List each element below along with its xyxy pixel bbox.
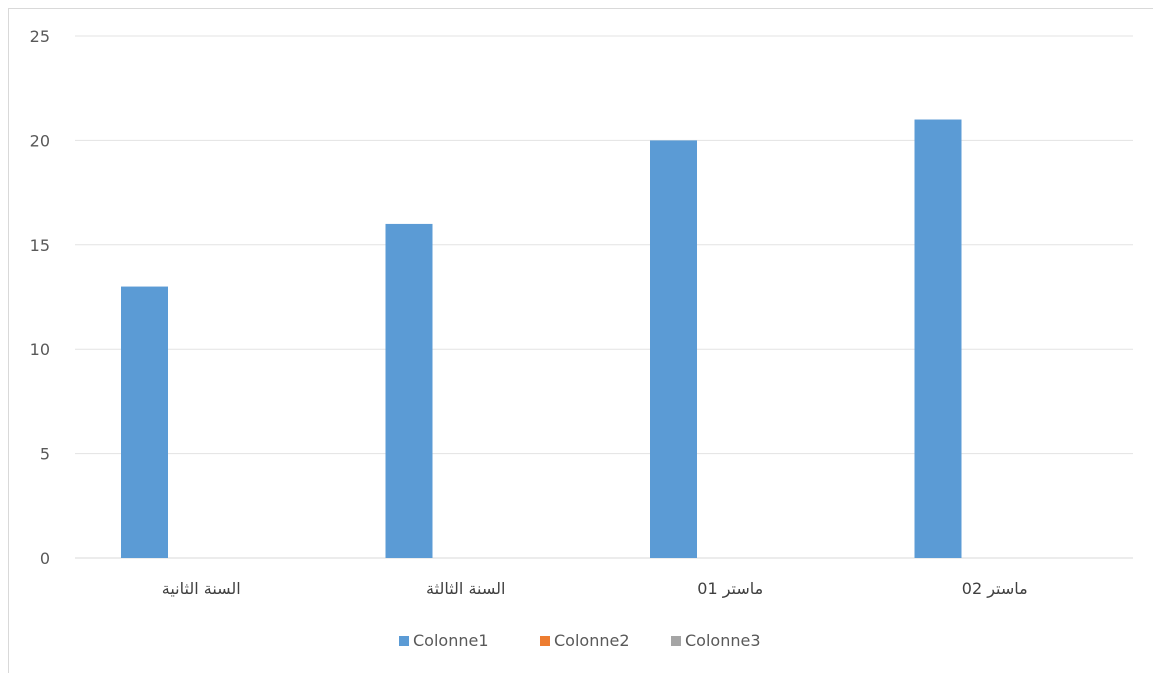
- bar-colonne1-2: [385, 223, 433, 559]
- y-tick-label: 10: [30, 340, 50, 359]
- legend-label-colonne2: Colonne2: [554, 631, 630, 650]
- y-tick-label: 15: [30, 236, 50, 255]
- y-tick-label: 20: [30, 131, 50, 150]
- chart-frame: [8, 8, 1153, 673]
- bars: [121, 119, 962, 559]
- legend-swatch-colonne1: [399, 636, 409, 646]
- legend-label-colonne3: Colonne3: [685, 631, 761, 650]
- y-tick-label: 0: [40, 549, 50, 568]
- y-tick-label: 25: [30, 27, 50, 46]
- x-category-label: السنة الثالثة: [426, 579, 505, 598]
- legend-label-colonne1: Colonne1: [413, 631, 489, 650]
- x-category-label: ماستر 02: [962, 579, 1028, 599]
- gridlines: [75, 35, 1133, 559]
- bar-colonne1-1: [121, 286, 168, 558]
- legend-swatch-colonne3: [671, 636, 681, 646]
- x-category-label: السنة الثانية: [162, 579, 241, 598]
- bar-colonne1-4: [914, 119, 962, 559]
- y-axis-ticks: 0 5 10 15 20 25: [30, 27, 50, 568]
- x-axis-labels: السنة الثانية السنة الثالثة ماستر 01 ماستر …: [162, 579, 1028, 599]
- legend: Colonne1 Colonne2 Colonne3: [399, 631, 761, 650]
- bar-colonne1-3: [650, 140, 697, 558]
- x-category-label: ماستر 01: [697, 579, 763, 599]
- legend-swatch-colonne2: [540, 636, 550, 646]
- y-tick-label: 5: [40, 445, 50, 464]
